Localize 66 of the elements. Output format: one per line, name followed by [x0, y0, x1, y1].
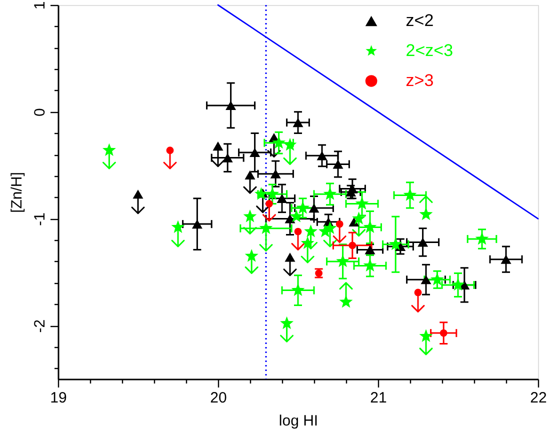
y-tick-label: -2 [32, 319, 48, 333]
point [304, 224, 318, 238]
point [348, 242, 356, 250]
point [500, 254, 512, 264]
y-axis-title: [Zn/H] [8, 172, 26, 213]
point [192, 220, 202, 229]
point [102, 143, 116, 156]
point [355, 196, 369, 210]
point [419, 207, 433, 220]
point [265, 200, 273, 208]
point [300, 236, 314, 250]
point [292, 118, 304, 128]
point [243, 210, 257, 222]
point [280, 316, 294, 330]
x-tick-label: 22 [530, 390, 547, 406]
point [250, 148, 260, 158]
point [418, 238, 428, 247]
point [283, 138, 297, 151]
point [272, 136, 286, 149]
point [451, 278, 465, 291]
point [212, 142, 224, 151]
point [336, 220, 344, 228]
y-tick-label: -1 [32, 212, 48, 226]
point [132, 190, 144, 199]
point [244, 170, 256, 180]
point [276, 194, 288, 203]
point [419, 329, 433, 342]
legend-label: z>3 [406, 70, 434, 90]
point [254, 187, 268, 200]
point [332, 160, 344, 169]
x-tick-label: 20 [210, 390, 227, 406]
point [364, 245, 376, 254]
point [222, 153, 233, 162]
point [171, 220, 185, 233]
legend-label: 2<z<3 [406, 40, 454, 60]
point [294, 228, 302, 236]
point [403, 188, 417, 201]
y-tick-label: 0 [32, 108, 48, 117]
point [440, 329, 448, 337]
point [308, 203, 320, 213]
x-tick-label: 19 [50, 390, 67, 406]
point [348, 217, 360, 226]
point [284, 214, 296, 224]
x-axis-title: log HI [278, 412, 318, 430]
point [323, 187, 337, 200]
point [363, 258, 377, 272]
point [226, 100, 236, 110]
point [420, 275, 432, 284]
point [336, 254, 350, 268]
point [291, 283, 305, 296]
point [339, 294, 353, 308]
point [284, 252, 296, 262]
point [475, 232, 489, 245]
point [290, 210, 304, 222]
legend-label: z<2 [406, 10, 434, 30]
point [316, 151, 328, 160]
point [244, 249, 258, 262]
point [166, 146, 174, 154]
point [430, 272, 444, 286]
point [414, 288, 422, 296]
point [323, 221, 337, 234]
y-tick-label: 1 [32, 1, 48, 10]
x-tick-label: 21 [370, 390, 387, 406]
point [363, 220, 377, 233]
point [259, 221, 273, 234]
point [270, 169, 281, 178]
